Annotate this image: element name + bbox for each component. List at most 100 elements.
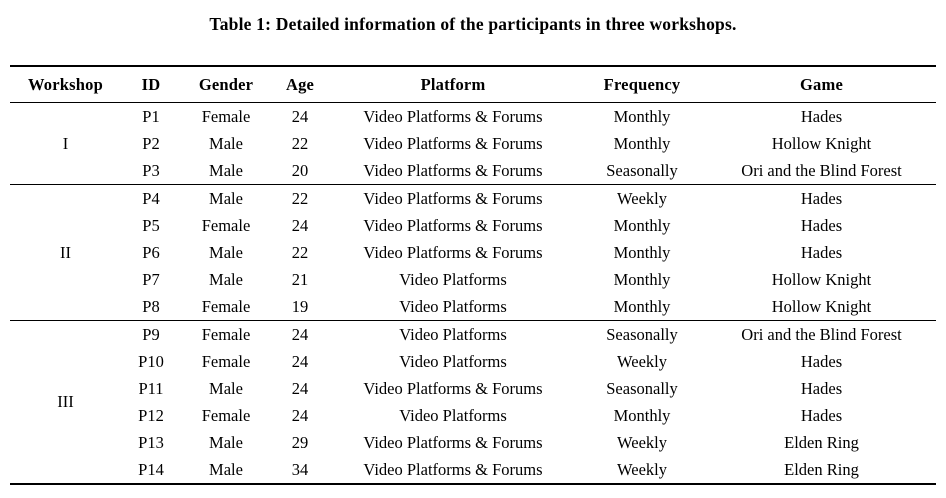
cell-id: P7 <box>142 269 160 289</box>
cell-gender: Male <box>209 269 243 289</box>
cell-game: Ori and the Blind Forest <box>707 157 936 185</box>
table-row: P12 Female 24 Video Platforms Monthly Hades <box>10 402 936 429</box>
cell-frequency: Weekly <box>617 188 667 208</box>
cell-age: 34 <box>291 459 309 479</box>
cell-game: Hades <box>800 215 843 235</box>
cell-id: P11 <box>138 378 164 398</box>
cell-platform: Video Platforms & Forums <box>363 432 543 452</box>
cell-id: P6 <box>142 242 160 262</box>
header-game: Game <box>707 66 936 103</box>
cell-frequency: Monthly <box>613 215 671 235</box>
cell-gender: Male <box>209 378 243 398</box>
cell-platform: Video Platforms & Forums <box>329 157 577 185</box>
cell-age: 29 <box>291 432 309 452</box>
cell-age: 20 <box>271 157 329 185</box>
cell-frequency: Monthly <box>613 405 671 425</box>
cell-age: 24 <box>291 106 309 126</box>
cell-game: Ori and the Blind Forest <box>741 324 902 344</box>
cell-platform: Video Platforms & Forums <box>363 106 543 126</box>
cell-platform: Video Platforms <box>399 405 507 425</box>
cell-frequency: Weekly <box>617 459 667 479</box>
cell-gender: Male <box>209 133 243 153</box>
table-row: P10 Female 24 Video Platforms Weekly Hades <box>10 348 936 375</box>
table-row: P13 Male 29 Video Platforms & Forums Weekly E… <box>10 429 936 456</box>
cell-gender: Male <box>209 459 243 479</box>
cell-age: 24 <box>291 324 309 344</box>
cell-frequency: Monthly <box>613 106 671 126</box>
cell-frequency: Weekly <box>617 432 667 452</box>
cell-age: 19 <box>271 293 329 321</box>
cell-platform: Video Platforms & Forums <box>363 242 543 262</box>
cell-id: P1 <box>142 106 160 126</box>
workshop-label: III <box>57 392 74 411</box>
cell-age: 22 <box>291 188 309 208</box>
cell-platform: Video Platforms & Forums <box>363 133 543 153</box>
cell-game: Hades <box>800 188 843 208</box>
cell-game: Hades <box>800 378 843 398</box>
cell-id: P14 <box>138 459 164 479</box>
cell-gender: Female <box>201 405 251 425</box>
table-row: P6 Male 22 Video Platforms & Forums Monthly H… <box>10 239 936 266</box>
header-id: ID <box>121 66 181 103</box>
workshop-label: II <box>10 184 121 321</box>
table-row: I P1 Female 24 Video Platforms & Forums Month… <box>10 102 936 185</box>
cell-id: P13 <box>138 432 164 452</box>
cell-age: 24 <box>291 215 309 235</box>
table-header: Workshop ID Gender Age Platform Frequenc… <box>10 66 936 103</box>
cell-game: Elden Ring <box>784 432 859 452</box>
cell-platform: Video Platforms <box>329 293 577 321</box>
cell-age: 22 <box>291 242 309 262</box>
cell-game: Hades <box>800 106 843 126</box>
cell-game: Elden Ring <box>784 459 859 479</box>
header-row: Workshop ID Gender Age Platform Frequenc… <box>10 66 936 103</box>
table-row: P7 Male 21 Video Platforms Monthly Hollow Kni… <box>10 266 936 293</box>
cell-age: 21 <box>291 269 309 289</box>
cell-game: Hades <box>800 405 843 425</box>
cell-frequency: Monthly <box>613 269 671 289</box>
cell-platform: Video Platforms & Forums <box>363 459 543 479</box>
cell-game: Hollow Knight <box>771 269 872 289</box>
cell-frequency: Seasonally <box>577 157 707 185</box>
cell-id: P9 <box>142 324 160 344</box>
cell-platform: Video Platforms & Forums <box>363 378 543 398</box>
cell-platform: Video Platforms <box>399 351 507 371</box>
table-row: II P4 Male 22 Video Platforms & Forums Weekly… <box>10 184 936 321</box>
cell-platform: Video Platforms <box>399 269 507 289</box>
workshop-label: I <box>10 102 121 185</box>
cell-frequency: Seasonally <box>606 324 678 344</box>
cell-id: P4 <box>142 188 160 208</box>
cell-gender: Male <box>209 188 243 208</box>
cell-game: Hades <box>800 242 843 262</box>
header-age: Age <box>271 66 329 103</box>
cell-gender: Female <box>201 106 251 126</box>
cell-gender: Female <box>201 215 251 235</box>
cell-gender: Female <box>201 351 251 371</box>
cell-platform: Video Platforms <box>399 324 507 344</box>
cell-platform: Video Platforms & Forums <box>363 188 543 208</box>
table-row: III P9 Female 24 Video Platforms Seasonally Or… <box>10 321 936 412</box>
cell-age: 22 <box>291 133 309 153</box>
cell-platform: Video Platforms & Forums <box>363 215 543 235</box>
cell-gender: Male <box>209 242 243 262</box>
cell-age: 24 <box>291 378 309 398</box>
cell-gender: Male <box>181 157 271 185</box>
cell-frequency: Monthly <box>613 133 671 153</box>
header-gender: Gender <box>181 66 271 103</box>
cell-id: P10 <box>138 351 164 371</box>
header-workshop: Workshop <box>10 66 121 103</box>
table-row: P8 Female 19 Video Platforms Monthly Hollow K… <box>10 293 936 321</box>
table-row: P11 Male 24 Video Platforms & Forums Seasona… <box>10 375 936 402</box>
header-platform: Platform <box>329 66 577 103</box>
table-body: I P1 Female 24 Video Platforms & Forums Month… <box>10 102 936 485</box>
cell-frequency: Monthly <box>577 293 707 321</box>
cell-age: 24 <box>291 405 309 425</box>
cell-frequency: Weekly <box>617 351 667 371</box>
table-row: P2 Male 22 Video Platforms & Forums Monthly H… <box>10 130 936 157</box>
table-row: P14 Male 34 Video Platforms & Forums Weekly E… <box>10 456 936 484</box>
cell-frequency: Seasonally <box>606 378 678 398</box>
participants-table: Workshop ID Gender Age Platform Frequenc… <box>10 65 936 485</box>
cell-id: P3 <box>121 157 181 185</box>
header-frequency: Frequency <box>577 66 707 103</box>
cell-game: Hollow Knight <box>771 133 872 153</box>
cell-id: P5 <box>142 215 160 235</box>
